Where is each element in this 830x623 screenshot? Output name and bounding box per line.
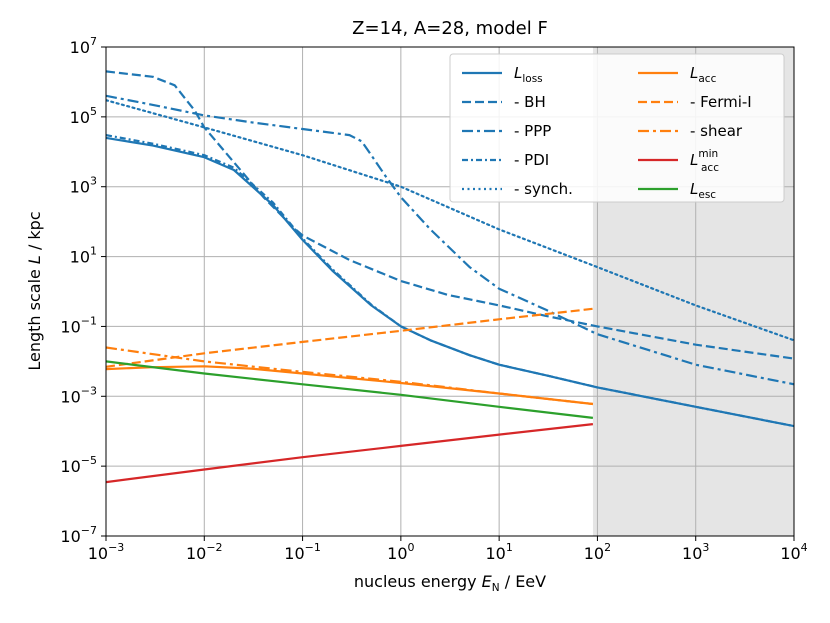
x-tick-label: 102 xyxy=(584,541,611,563)
legend-label-L_acc_min: Lmin acc xyxy=(690,148,719,174)
x-tick-label: 103 xyxy=(682,541,709,563)
x-tick-label: 101 xyxy=(485,541,512,563)
series-L_esc xyxy=(106,360,594,419)
y-axis-label-var: L xyxy=(25,255,44,264)
x-tick-label: 10−1 xyxy=(284,541,321,563)
series-shear xyxy=(106,346,594,406)
x-axis-label-var: E xyxy=(482,572,493,591)
x-axis-label-sub: N xyxy=(492,582,500,594)
y-axis-label: Length scale L / kpc xyxy=(25,211,44,370)
y-axis-label-prefix: Length scale xyxy=(25,264,44,371)
legend-label-synch: - synch. xyxy=(514,180,573,198)
y-tick-label: 105 xyxy=(70,105,97,127)
x-axis-label-prefix: nucleus energy xyxy=(354,572,482,591)
series-layer xyxy=(106,70,794,484)
legend-label-L_acc: Lacc xyxy=(690,64,717,85)
y-tick-label: 10−7 xyxy=(60,524,97,546)
x-tick-label: 10−3 xyxy=(88,541,125,563)
y-axis-label-unit: / kpc xyxy=(25,211,44,255)
series-synch xyxy=(106,99,794,342)
legend-label-PPP: - PPP xyxy=(514,122,551,140)
legend: Lloss - BH - PPP - PDI - synch. Lacc - Fe… xyxy=(449,53,785,203)
series-L_acc_min xyxy=(106,423,594,484)
x-tick-label: 104 xyxy=(780,541,807,563)
series-BH xyxy=(106,70,794,360)
series-PPP xyxy=(106,94,794,386)
legend-label-PDI: - PDI xyxy=(514,151,549,169)
y-tick-label: 101 xyxy=(70,245,97,267)
y-tick-label: 103 xyxy=(70,175,97,197)
legend-label-shear: - shear xyxy=(690,122,743,140)
x-tick-label: 100 xyxy=(387,541,414,563)
x-tick-label: 10−2 xyxy=(186,541,223,563)
legend-label-L_loss: Lloss xyxy=(514,64,543,85)
y-tick-label: 10−3 xyxy=(60,384,97,406)
legend-box xyxy=(449,53,785,203)
series-PDI xyxy=(106,134,794,428)
series-Fermi-I xyxy=(106,307,594,368)
x-axis-label: nucleus energy EN / EeV xyxy=(354,572,546,594)
x-axis-label-unit: / EeV xyxy=(500,572,547,591)
legend-label-L_esc: Lesc xyxy=(690,180,716,201)
y-axis: 10−7 10−5 10−3 10−1 101 103 105 107 xyxy=(60,35,106,546)
legend-label-BH: - BH xyxy=(514,93,546,111)
x-axis: 10−3 10−2 10−1 100 101 102 103 104 xyxy=(88,536,808,563)
y-tick-label: 107 xyxy=(70,35,97,57)
plot-frame xyxy=(105,46,795,537)
y-tick-label: 10−5 xyxy=(60,454,97,476)
chart-title: Z=14, A=28, model F xyxy=(352,18,548,39)
y-tick-label: 10−1 xyxy=(60,314,97,336)
legend-label-Fermi-I: - Fermi-I xyxy=(690,93,752,111)
